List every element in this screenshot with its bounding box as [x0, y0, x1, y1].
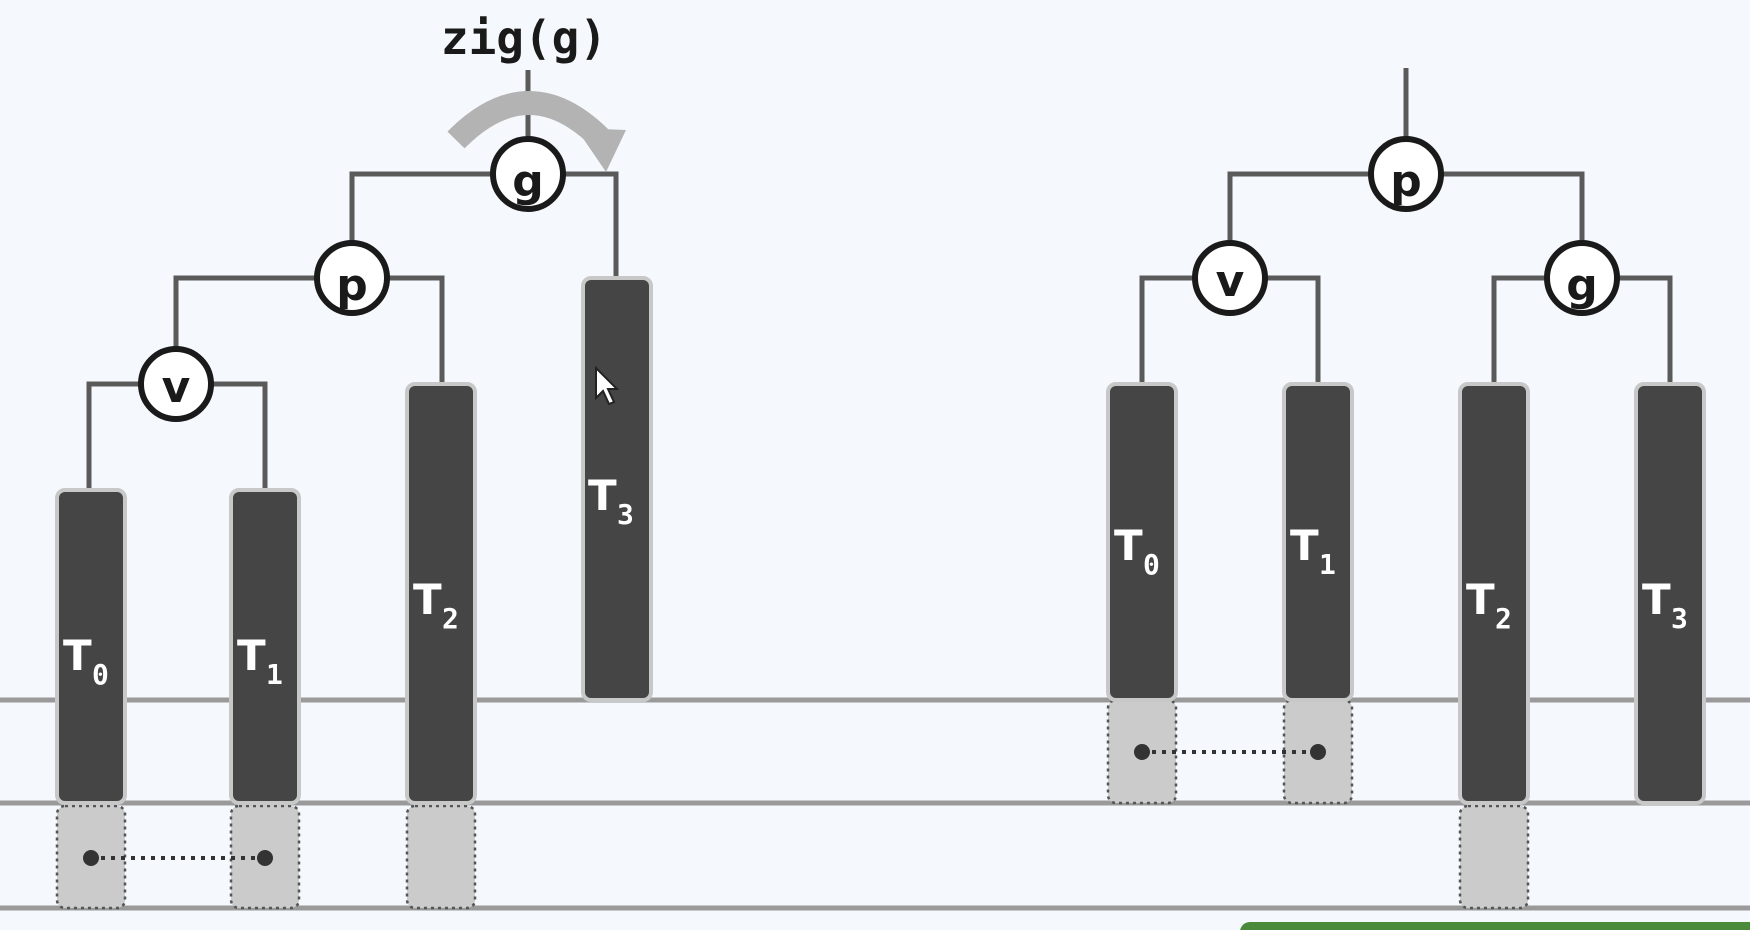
- node-p: p: [1368, 136, 1444, 212]
- placeholder-dot: [1134, 744, 1150, 760]
- subtree-t1: T 1: [229, 488, 301, 805]
- subtree-letter: T: [588, 471, 617, 520]
- node-v: v: [1192, 240, 1268, 316]
- subtree-letter: T: [63, 631, 92, 680]
- subtree-t0: T 0: [55, 488, 127, 805]
- before-tree: T 0 T 1 T 2 T 3 g: [55, 11, 653, 910]
- node-label: g: [1566, 260, 1598, 311]
- subtree-index: 3: [617, 498, 634, 531]
- node-v: v: [138, 346, 214, 422]
- node-label: p: [1390, 156, 1422, 207]
- subtree-letter: T: [237, 631, 266, 680]
- green-accent-bar: [1240, 922, 1750, 930]
- after-subtrees: T 0 T 1 T 2 T 3: [1106, 382, 1706, 805]
- operation-label: zig(g): [441, 11, 607, 65]
- node-p: p: [314, 240, 390, 316]
- subtree-index: 2: [1495, 602, 1512, 635]
- node-label: v: [1216, 256, 1245, 307]
- after-edges: [1139, 68, 1673, 384]
- subtree-t2: T 2: [1458, 382, 1530, 805]
- subtree-index: 0: [1143, 548, 1160, 581]
- subtree-index: 1: [266, 658, 283, 691]
- subtree-t3: T 3: [1634, 382, 1706, 805]
- before-nodes: g p v: [138, 136, 566, 422]
- subtree-letter: T: [413, 575, 442, 624]
- after-nodes: p v g: [1192, 136, 1620, 316]
- node-label: g: [512, 156, 544, 207]
- node-g: g: [490, 136, 566, 212]
- subtree-index: 2: [442, 602, 459, 635]
- before-subtrees: T 0 T 1 T 2 T 3: [55, 276, 653, 805]
- subtree-index: 1: [1319, 548, 1336, 581]
- subtree-t3: T 3: [581, 276, 653, 702]
- mouse-cursor-icon: [595, 365, 620, 406]
- node-g: g: [1544, 240, 1620, 316]
- placeholder-dot: [257, 850, 273, 866]
- subtree-letter: T: [1290, 521, 1319, 570]
- subtree-index: 3: [1671, 602, 1688, 635]
- rotation-arrow-icon: [447, 91, 626, 172]
- subtree-letter: T: [1642, 575, 1671, 624]
- placeholder-dot: [1310, 744, 1326, 760]
- subtree-letter: T: [1466, 575, 1495, 624]
- after-tree: T 0 T 1 T 2 T 3 p: [1106, 68, 1706, 910]
- subtree-t2: T 2: [405, 382, 477, 805]
- subtree-t0: T 0: [1106, 382, 1178, 702]
- placeholder-dot: [83, 850, 99, 866]
- node-label: p: [336, 260, 368, 311]
- subtree-index: 0: [92, 658, 109, 691]
- placeholder-box: [405, 804, 477, 910]
- placeholder-box: [1458, 804, 1530, 910]
- subtree-letter: T: [1114, 521, 1143, 570]
- subtree-t1: T 1: [1282, 382, 1354, 702]
- node-label: v: [162, 362, 191, 413]
